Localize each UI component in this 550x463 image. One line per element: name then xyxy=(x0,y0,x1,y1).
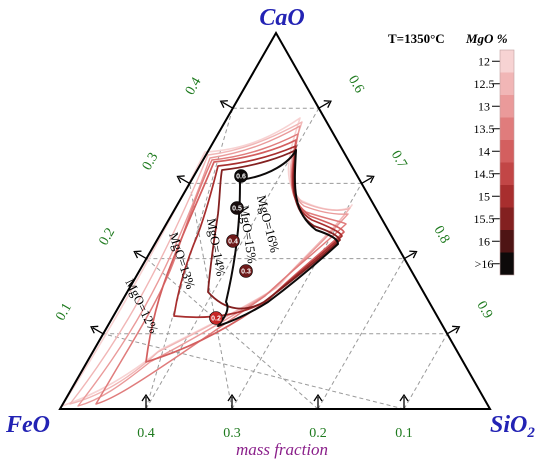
svg-text:0.4: 0.4 xyxy=(228,239,238,246)
legend-entry-5: 14 xyxy=(478,140,514,163)
svg-text:15.5: 15.5 xyxy=(474,212,495,226)
grid-line-diagonal-a-4 xyxy=(403,333,448,410)
grid-line-diagonal-a-3 xyxy=(317,258,405,410)
left-tick-mark-3 xyxy=(176,175,190,184)
legend-entry-6: 14.5 xyxy=(474,162,514,185)
grid-line-diagonal-b-3 xyxy=(146,258,319,410)
contour-1 xyxy=(61,117,353,407)
contour-2 xyxy=(69,121,351,405)
svg-text:13: 13 xyxy=(478,99,490,113)
iso-label-2: MgO=13% xyxy=(166,230,198,291)
bottom-tick-mark-1 xyxy=(141,393,151,409)
vertex-label-feo: FeO xyxy=(5,412,50,438)
svg-text:14.5: 14.5 xyxy=(474,167,495,181)
legend: T=1350°C MgO % 1212.51313.51414.51515.51… xyxy=(388,31,515,276)
contour-7 xyxy=(207,149,341,310)
axis-label-mass-fraction: mass fraction xyxy=(236,440,328,459)
legend-entry-1: 12 xyxy=(478,50,514,73)
bottom-tick-mark-4 xyxy=(399,393,409,409)
basicity-marker-5: 0.2 xyxy=(209,311,223,325)
legend-entry-3: 13 xyxy=(478,95,514,118)
contour-6 xyxy=(173,145,343,319)
bottom-tick-mark-2 xyxy=(227,393,237,409)
right-tick-mark-1 xyxy=(318,100,332,109)
bottom-tick-label: 0.3 xyxy=(223,426,241,441)
grid-line-diagonal-b-2 xyxy=(189,183,233,410)
svg-text:14: 14 xyxy=(478,144,490,158)
svg-text:16: 16 xyxy=(478,234,490,248)
legend-temperature: T=1350°C xyxy=(388,31,445,46)
svg-text:0.6: 0.6 xyxy=(236,174,246,181)
legend-colorbar: 12 12.5 13 13.5 14 14.5 15 15.5 16 >16 xyxy=(474,49,515,276)
legend-entry-10: >16 xyxy=(475,252,514,275)
svg-text:12.5: 12.5 xyxy=(474,77,495,91)
svg-text:0.2: 0.2 xyxy=(211,316,221,323)
svg-text:0.5: 0.5 xyxy=(232,206,242,213)
svg-text:13.5: 13.5 xyxy=(474,122,495,136)
left-tick-mark-4 xyxy=(219,100,234,109)
right-tick-label: 0.6 xyxy=(345,73,367,96)
basicity-marker-4: 0.3 xyxy=(239,264,253,278)
legend-entry-2: 12.5 xyxy=(474,72,514,95)
svg-text:0.3: 0.3 xyxy=(241,269,251,276)
bottom-tick-mark-3 xyxy=(313,393,323,409)
legend-title: MgO % xyxy=(465,31,508,46)
vertex-label-sio2: SiO2 xyxy=(490,412,535,441)
left-tick-mark-2 xyxy=(133,250,147,260)
bottom-tick-label: 0.4 xyxy=(137,426,155,441)
vertex-label-sio2-subscript: 2 xyxy=(526,425,535,441)
left-tick-label: 0.4 xyxy=(183,75,205,98)
ternary-frame xyxy=(58,30,492,410)
left-tick-label: 0.1 xyxy=(53,301,75,324)
legend-entry-7: 15 xyxy=(478,185,514,208)
right-tick-mark-3 xyxy=(404,250,418,260)
left-tick-mark-1 xyxy=(90,325,104,335)
legend-entry-4: 13.5 xyxy=(474,117,514,140)
grid-line-diagonal-b-4 xyxy=(103,333,405,410)
svg-text:12: 12 xyxy=(478,54,490,68)
right-tick-label: 0.7 xyxy=(388,148,410,171)
legend-entry-8: 15.5 xyxy=(474,207,514,230)
vertex-label-sio2-main: SiO xyxy=(490,412,527,438)
bottom-tick-label: 0.2 xyxy=(309,426,327,441)
basicity-marker-1: 0.6 xyxy=(234,169,248,183)
bottom-tick-label: 0.1 xyxy=(395,426,413,441)
right-tick-label: 0.8 xyxy=(431,224,453,247)
contour-3 xyxy=(77,125,349,407)
basicity-markers: 0.6 0.5 0.4 0.3 0.2 xyxy=(209,169,253,325)
vertex-label-cao: CaO xyxy=(259,5,304,31)
left-tick-label: 0.2 xyxy=(96,226,118,249)
mgo-contours xyxy=(61,117,353,407)
right-tick-label: 0.9 xyxy=(473,299,495,322)
legend-colorbar-frame xyxy=(499,49,515,276)
iso-label-3: MgO=14% xyxy=(204,217,229,277)
basicity-marker-3: 0.4 xyxy=(226,234,240,248)
right-tick-mark-4 xyxy=(446,325,461,335)
basicity-marker-2: 0.5 xyxy=(230,201,244,215)
right-tick-mark-2 xyxy=(361,175,375,184)
svg-text:>16: >16 xyxy=(475,257,494,271)
iso-labels: MgO=12%MgO=13% MgO=14% MgO=15%MgO=16% xyxy=(122,194,282,336)
legend-entry-9: 16 xyxy=(478,230,514,253)
left-tick-label: 0.3 xyxy=(140,150,162,173)
svg-text:15: 15 xyxy=(478,189,490,203)
